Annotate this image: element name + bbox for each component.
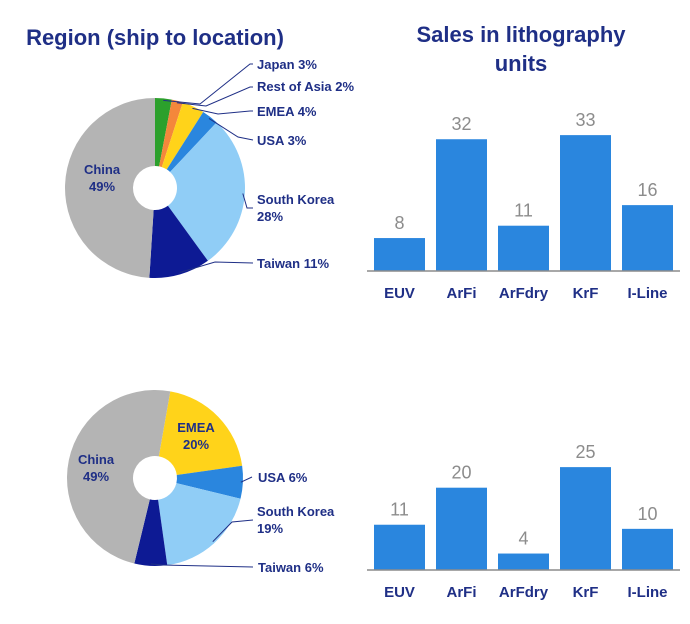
leader-line-south-korea xyxy=(212,519,254,543)
pie-label-china-name: China xyxy=(84,162,121,177)
pie-label-south-korea-name: South Korea xyxy=(257,504,335,519)
bar-arfdry xyxy=(498,553,549,570)
pie-slice-emea xyxy=(161,102,204,170)
region-pie-chart-top: Japan 3% Rest of Asia 2% EMEA 4% USA 3% Sout… xyxy=(64,57,354,278)
pie-slice-china xyxy=(64,98,155,278)
category-label-arfdry: ArFdry xyxy=(499,584,549,601)
bar-arfdry xyxy=(498,225,549,271)
category-label-krf: KrF xyxy=(573,285,599,302)
pie-slice-usa xyxy=(166,112,217,172)
pie-label-south-korea-name: South Korea xyxy=(257,192,335,207)
region-chart-title: Region (ship to location) xyxy=(26,25,284,50)
bar-value-label-krf: 33 xyxy=(575,110,595,130)
leader-line-rest-of-asia xyxy=(176,86,253,107)
bar-value-label-i-line: 16 xyxy=(637,180,657,200)
category-label-krf: KrF xyxy=(573,584,599,601)
bar-value-label-euv: 11 xyxy=(390,500,409,520)
category-label-i-line: I-Line xyxy=(628,285,668,302)
bar-value-label-arfi: 32 xyxy=(451,114,471,134)
pie-label-taiwan: Taiwan 6% xyxy=(258,560,324,575)
leader-line-taiwan xyxy=(150,563,254,568)
category-label-i-line: I-Line xyxy=(628,584,668,601)
pie-label-japan: Japan 3% xyxy=(257,57,317,72)
leader-line-taiwan xyxy=(179,261,254,273)
sales-chart-title-line1: Sales in lithography xyxy=(416,22,626,47)
bar-value-label-euv: 8 xyxy=(394,213,404,233)
pie-slice-japan xyxy=(155,98,172,167)
bar-value-label-i-line: 10 xyxy=(637,504,657,524)
pie-label-south-korea-percent: 19% xyxy=(257,521,283,536)
sales-bar-chart-top: 8 EUV 32 ArFi 11 ArFdry 33 KrF 16 I-Line xyxy=(367,110,680,302)
pie-slice-emea xyxy=(158,391,243,475)
bar-value-label-krf: 25 xyxy=(575,442,595,462)
pie-slice-south-korea xyxy=(158,483,241,566)
region-pie-chart-bottom: EMEA 20% USA 6% South Korea 19% Taiwan 6% Chin… xyxy=(66,389,335,575)
pie-label-emea: EMEA 4% xyxy=(257,104,317,119)
bar-arfi xyxy=(436,487,487,570)
category-label-arfi: ArFi xyxy=(447,285,477,302)
bar-value-label-arfdry: 4 xyxy=(518,529,528,549)
pie-slice-rest-of-asia xyxy=(159,99,183,168)
pie-slice-taiwan xyxy=(134,499,168,567)
bar-euv xyxy=(374,524,425,570)
bar-i-line xyxy=(622,528,673,570)
pie-slice-taiwan xyxy=(149,205,208,278)
pie-slice-south-korea xyxy=(167,122,245,261)
pie-label-south-korea-percent: 28% xyxy=(257,209,283,224)
pie-label-china-percent: 49% xyxy=(83,469,109,484)
pie-label-china-percent: 49% xyxy=(89,179,115,194)
pie-slice-usa xyxy=(176,465,243,499)
pie-label-emea-name: EMEA xyxy=(177,420,215,435)
category-label-arfi: ArFi xyxy=(447,584,477,601)
category-label-arfdry: ArFdry xyxy=(499,285,549,302)
leader-line-south-korea xyxy=(242,193,253,209)
leader-line-usa xyxy=(240,476,253,483)
pie-slice-china xyxy=(66,389,171,564)
bar-krf xyxy=(560,467,611,570)
leader-line-usa xyxy=(208,118,254,141)
bar-krf xyxy=(560,135,611,271)
pie-label-usa: USA 6% xyxy=(258,470,308,485)
category-label-euv: EUV xyxy=(384,285,415,302)
category-label-euv: EUV xyxy=(384,584,415,601)
sales-chart-title-line2: units xyxy=(495,51,548,76)
pie-label-taiwan: Taiwan 11% xyxy=(257,256,329,271)
pie-label-china-name: China xyxy=(78,452,115,467)
bar-value-label-arfi: 20 xyxy=(451,463,471,483)
bar-i-line xyxy=(622,205,673,271)
pie-label-rest-of-asia: Rest of Asia 2% xyxy=(257,79,354,94)
leader-line-emea xyxy=(192,107,253,115)
bar-arfi xyxy=(436,139,487,271)
bar-value-label-arfdry: 11 xyxy=(514,201,533,221)
pie-label-usa: USA 3% xyxy=(257,133,307,148)
leader-line-japan xyxy=(163,63,253,105)
pie-label-emea-percent: 20% xyxy=(183,437,209,452)
bar-euv xyxy=(374,238,425,271)
sales-bar-chart-bottom: 11 EUV 20 ArFi 4 ArFdry 25 KrF 10 I-Line xyxy=(367,442,680,601)
